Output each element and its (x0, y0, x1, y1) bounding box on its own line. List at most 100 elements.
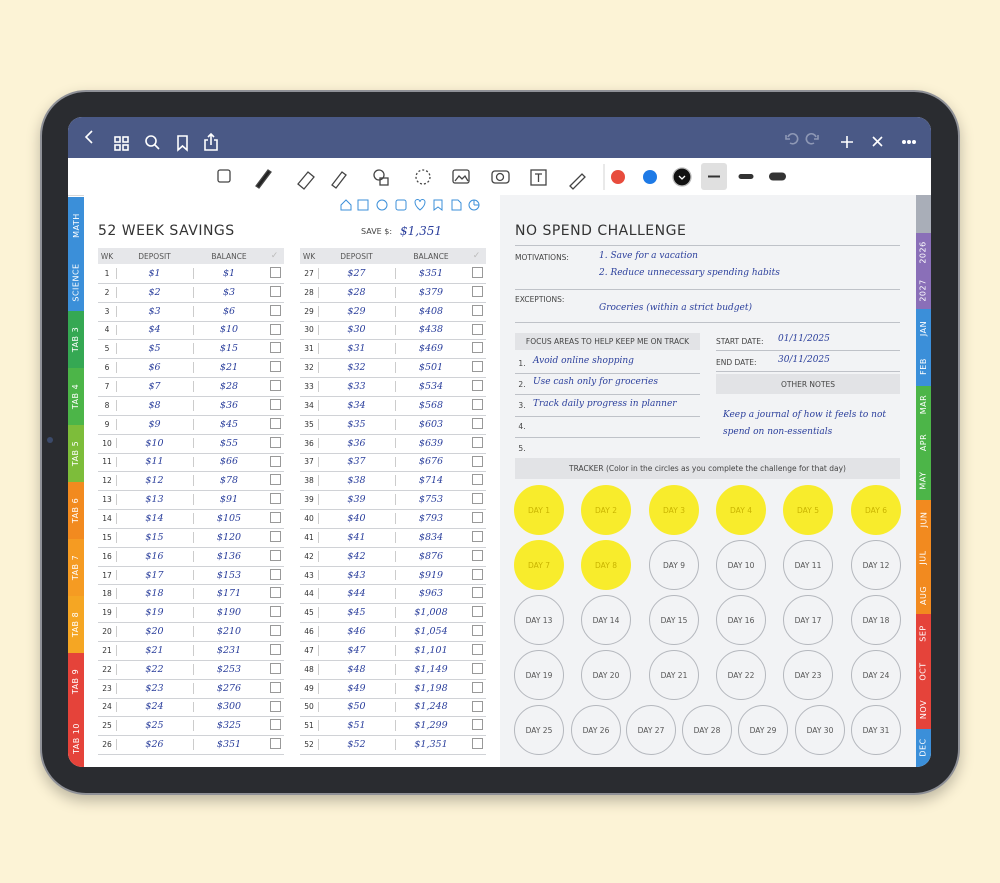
checkbox[interactable] (472, 361, 483, 373)
day-circle[interactable]: DAY 29 (738, 705, 788, 755)
tab-label[interactable]: SEP (919, 625, 928, 642)
tab-label[interactable]: DEC (919, 738, 928, 758)
day-circle[interactable]: DAY 5 (783, 485, 833, 535)
tab-label[interactable]: JUN (919, 511, 929, 527)
checkbox[interactable] (472, 700, 483, 712)
tab-label[interactable]: TAB 7 (71, 554, 81, 581)
tab-label[interactable]: AUG (919, 585, 928, 605)
day-circle[interactable]: DAY 19 (514, 650, 564, 700)
checkbox[interactable] (270, 530, 281, 542)
day-circle[interactable]: DAY 10 (716, 540, 766, 590)
checkbox[interactable] (472, 380, 483, 392)
day-circle[interactable]: DAY 18 (851, 595, 901, 645)
day-circle[interactable]: DAY 21 (649, 650, 699, 700)
left-tab[interactable]: TAB 7 (68, 539, 84, 596)
checkbox[interactable] (472, 625, 483, 637)
checkbox[interactable] (472, 606, 483, 618)
checkbox[interactable] (472, 493, 483, 505)
checkbox[interactable] (270, 285, 281, 297)
right-tab[interactable]: MAR (916, 385, 931, 424)
checkbox[interactable] (270, 681, 281, 693)
day-circle[interactable]: DAY 14 (581, 595, 631, 645)
right-tab[interactable]: 2027 (916, 271, 931, 310)
tab-label[interactable]: TAB 8 (71, 611, 81, 638)
left-tab[interactable]: TAB 4 (68, 368, 84, 425)
left-tab[interactable]: MATH (68, 197, 84, 254)
checkbox[interactable] (472, 323, 483, 335)
day-circle[interactable]: DAY 16 (716, 595, 766, 645)
checkbox[interactable] (270, 361, 281, 373)
tab-label[interactable]: MAY (919, 471, 929, 491)
top-bar-icons[interactable] (68, 117, 931, 158)
checkbox[interactable] (472, 342, 483, 354)
tab-label[interactable]: OCT (919, 662, 928, 681)
checkbox[interactable] (472, 436, 483, 448)
checkbox[interactable] (270, 719, 281, 731)
right-tab[interactable]: MAY (916, 461, 931, 501)
checkbox[interactable] (270, 455, 281, 467)
checkbox[interactable] (472, 568, 483, 580)
checkbox[interactable] (472, 644, 483, 655)
checkbox[interactable] (270, 568, 281, 580)
checkbox[interactable] (270, 644, 281, 655)
checkbox[interactable] (270, 436, 281, 448)
checkbox[interactable] (472, 267, 483, 278)
checkbox[interactable] (270, 512, 281, 524)
tab-label[interactable]: SCIENCE (71, 263, 81, 302)
day-circle[interactable]: DAY 26 (571, 705, 621, 755)
checkbox[interactable] (270, 474, 281, 486)
toolbar-tools[interactable] (68, 158, 931, 195)
checkbox[interactable] (270, 398, 281, 410)
right-tab[interactable]: OCT (916, 652, 931, 691)
right-tab[interactable]: JUN (916, 500, 931, 539)
checkbox[interactable] (472, 549, 483, 561)
day-circle[interactable]: DAY 30 (795, 705, 845, 755)
tab-label[interactable]: NOV (919, 700, 928, 720)
checkbox[interactable] (472, 681, 483, 693)
right-tab[interactable]: SEP (916, 614, 931, 653)
day-circle[interactable]: DAY 27 (626, 705, 676, 755)
page-nav-icons[interactable] (338, 197, 488, 213)
day-circle[interactable]: DAY 31 (851, 705, 901, 755)
checkbox[interactable] (270, 380, 281, 392)
right-tab[interactable]: JUL (916, 538, 931, 577)
tab-label[interactable]: 2027 (919, 279, 929, 302)
day-circle[interactable]: DAY 15 (649, 595, 699, 645)
day-circle[interactable]: DAY 6 (851, 485, 901, 535)
left-tab[interactable]: SCIENCE (68, 254, 84, 311)
left-tab[interactable]: TAB 8 (68, 596, 84, 653)
day-circle[interactable]: DAY 7 (514, 540, 564, 590)
checkbox[interactable] (270, 700, 281, 712)
right-tab[interactable]: FEB (916, 347, 931, 386)
right-tab[interactable]: 2026 (916, 233, 931, 272)
tab-label[interactable]: FEB (919, 358, 928, 375)
left-tab[interactable]: TAB 6 (68, 482, 84, 539)
tab-label[interactable]: APR (919, 434, 929, 452)
day-circle[interactable]: DAY 28 (682, 705, 732, 755)
left-tab[interactable]: TAB 10 (68, 710, 84, 767)
right-tab[interactable]: AUG (916, 576, 931, 615)
checkbox[interactable] (270, 587, 281, 599)
checkbox[interactable] (270, 304, 281, 316)
tab-label[interactable]: TAB 4 (71, 383, 81, 410)
right-tab[interactable]: APR (916, 423, 931, 462)
checkbox[interactable] (270, 625, 281, 637)
tab-label[interactable]: JAN (919, 320, 928, 337)
tab-label[interactable]: TAB 3 (71, 326, 81, 353)
tab-label[interactable]: MAR (919, 395, 928, 415)
checkbox[interactable] (270, 493, 281, 505)
checkbox[interactable] (472, 398, 483, 410)
tab-label[interactable]: 2026 (919, 241, 929, 264)
checkbox[interactable] (472, 304, 483, 316)
checkbox[interactable] (472, 719, 483, 731)
day-circle[interactable]: DAY 3 (649, 485, 699, 535)
day-circle[interactable]: DAY 22 (716, 650, 766, 700)
left-tab[interactable]: TAB 9 (68, 653, 84, 710)
tab-label[interactable]: TAB 5 (71, 440, 81, 467)
checkbox[interactable] (270, 549, 281, 561)
day-circle[interactable]: DAY 13 (514, 595, 564, 645)
checkbox[interactable] (472, 738, 483, 750)
checkbox[interactable] (472, 417, 483, 429)
day-circle[interactable]: DAY 8 (581, 540, 631, 590)
checkbox[interactable] (472, 512, 483, 524)
